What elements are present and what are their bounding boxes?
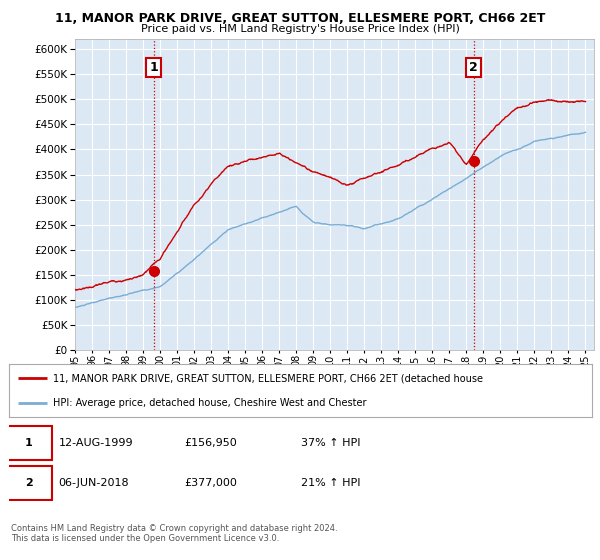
Text: HPI: Average price, detached house, Cheshire West and Chester: HPI: Average price, detached house, Ches… (53, 398, 366, 408)
Text: 11, MANOR PARK DRIVE, GREAT SUTTON, ELLESMERE PORT, CH66 2ET: 11, MANOR PARK DRIVE, GREAT SUTTON, ELLE… (55, 12, 545, 25)
Text: 2: 2 (469, 60, 478, 74)
Text: 11, MANOR PARK DRIVE, GREAT SUTTON, ELLESMERE PORT, CH66 2ET (detached house: 11, MANOR PARK DRIVE, GREAT SUTTON, ELLE… (53, 374, 483, 384)
Text: 2: 2 (25, 478, 33, 488)
Text: 21% ↑ HPI: 21% ↑ HPI (301, 478, 360, 488)
FancyBboxPatch shape (6, 426, 52, 460)
Text: 12-AUG-1999: 12-AUG-1999 (59, 438, 133, 448)
Text: 1: 1 (25, 438, 33, 448)
Text: 37% ↑ HPI: 37% ↑ HPI (301, 438, 360, 448)
Text: 06-JUN-2018: 06-JUN-2018 (59, 478, 129, 488)
Text: Contains HM Land Registry data © Crown copyright and database right 2024.
This d: Contains HM Land Registry data © Crown c… (11, 524, 337, 543)
Text: Price paid vs. HM Land Registry's House Price Index (HPI): Price paid vs. HM Land Registry's House … (140, 24, 460, 34)
FancyBboxPatch shape (6, 466, 52, 501)
Text: £377,000: £377,000 (184, 478, 237, 488)
Text: £156,950: £156,950 (184, 438, 237, 448)
Text: 1: 1 (149, 60, 158, 74)
